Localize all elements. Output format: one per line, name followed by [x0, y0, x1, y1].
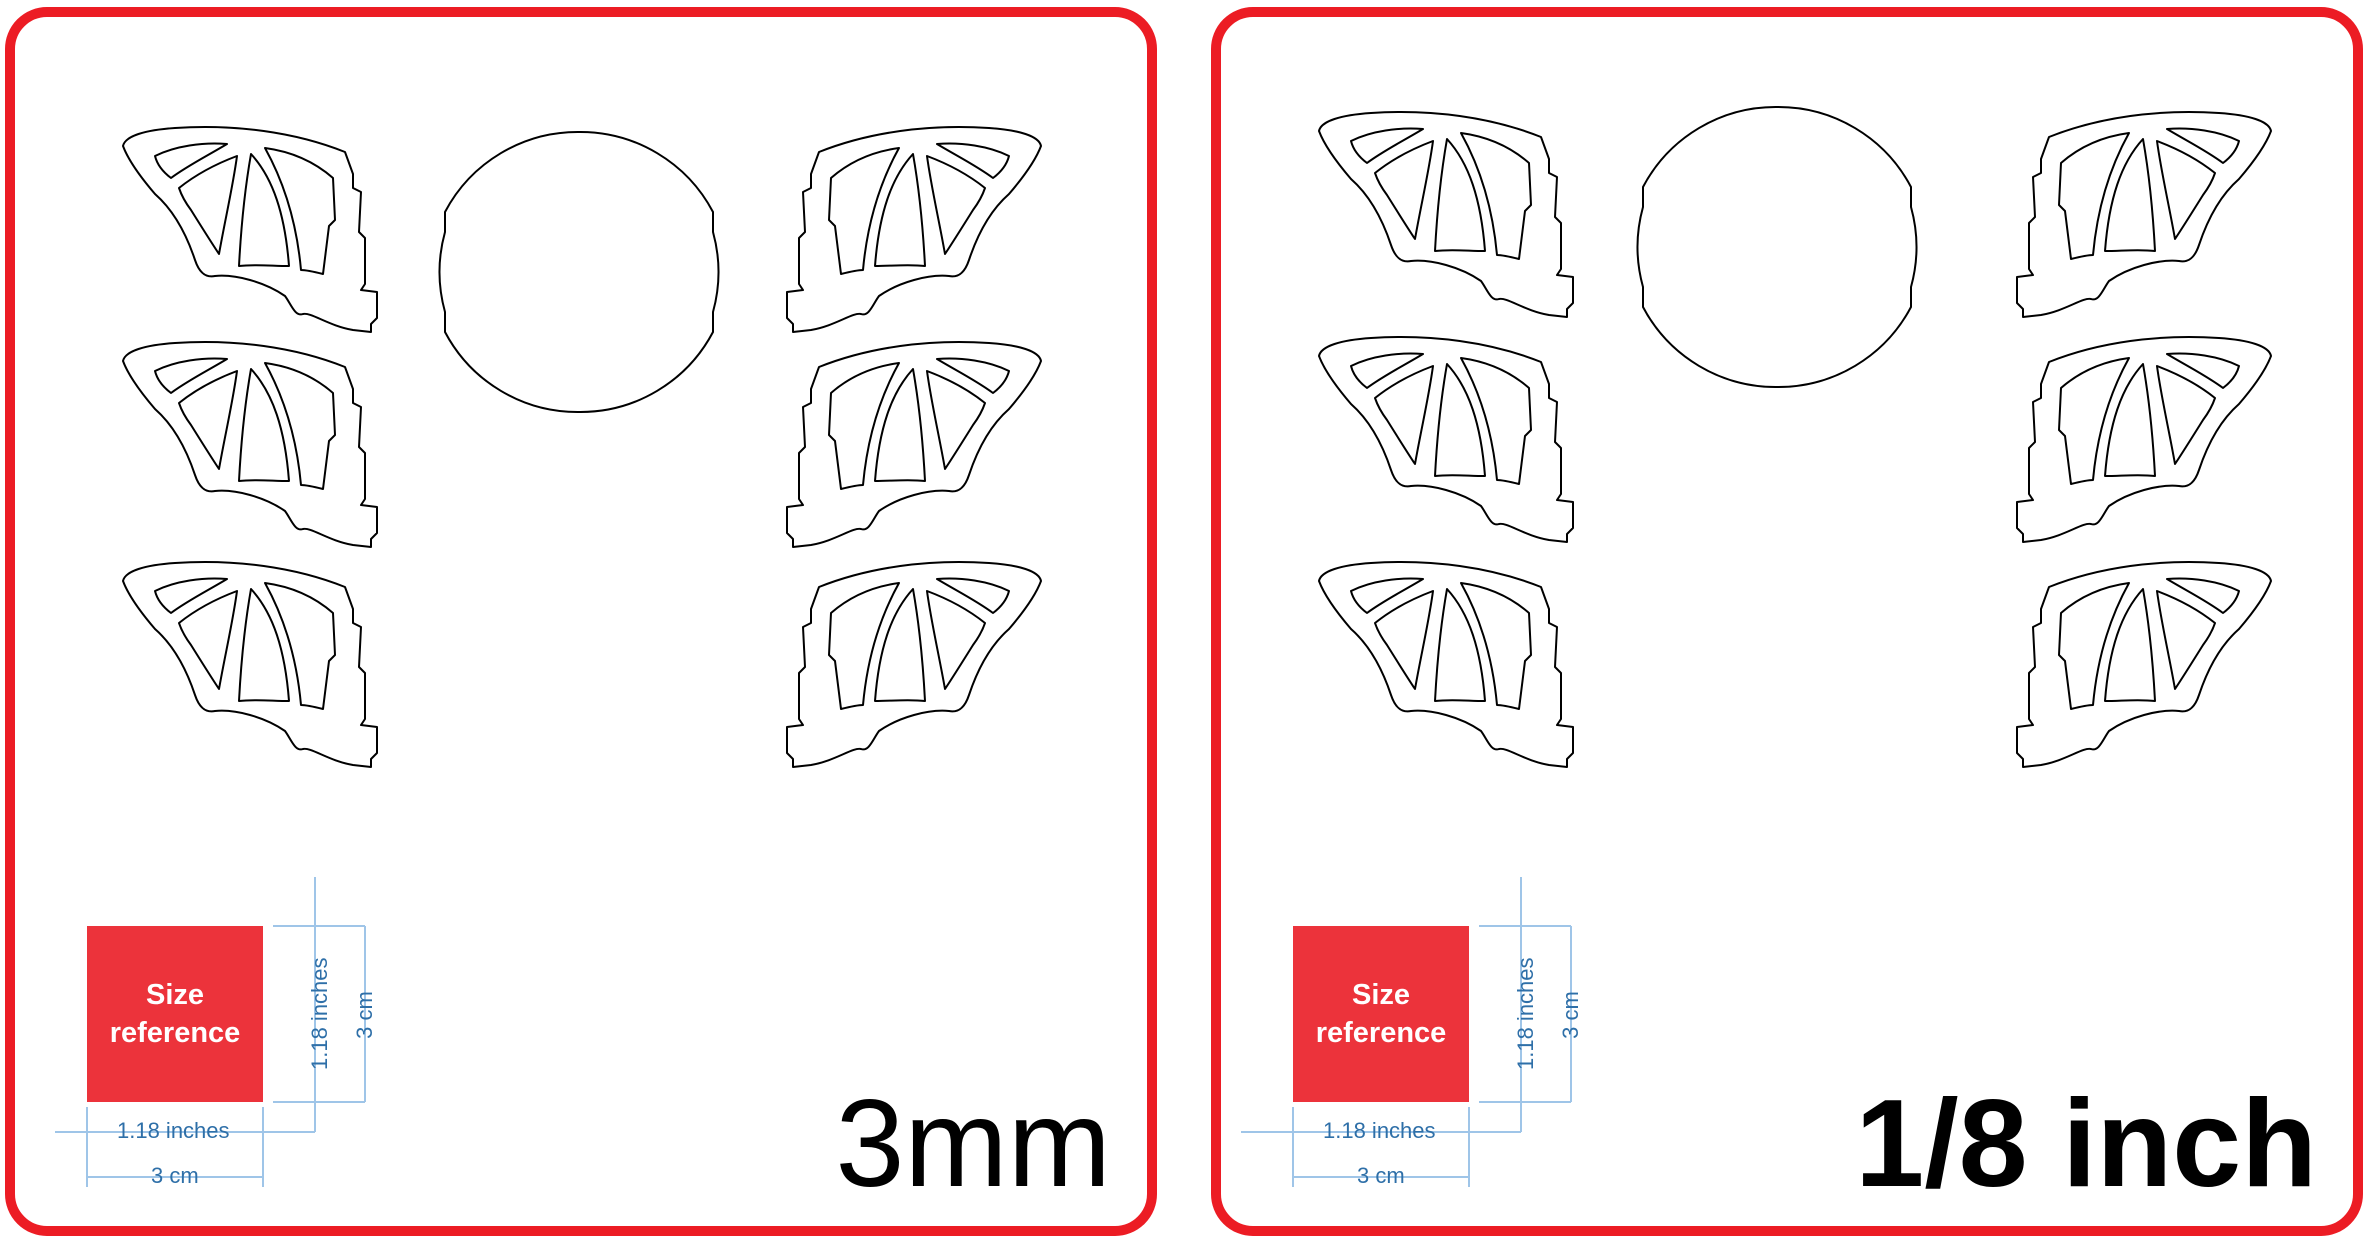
panel-1-8-inch: Size reference 1.18 inches 3 cm 1.18 inch… [1211, 7, 2363, 1236]
size-reference-label: Size reference [1315, 979, 1447, 1049]
width-inches-label: 1.18 inches [1323, 1118, 1436, 1143]
width-inches-label: 1.18 inches [117, 1118, 230, 1143]
wing-right-3 [2016, 561, 2272, 768]
wing-right-1 [2016, 111, 2272, 318]
size-reference-box: Size reference [1293, 926, 1469, 1102]
panel-3mm: Size reference 1.18 inches 3 cm 1.18 inch… [5, 7, 1157, 1236]
wing-right-2 [2016, 336, 2272, 543]
body-disc [438, 130, 720, 414]
body-disc [1636, 105, 1918, 389]
width-cm-label: 3 cm [1357, 1163, 1405, 1188]
wing-left-2 [122, 341, 378, 548]
wing-left-3 [1318, 561, 1574, 768]
wing-left-2 [1318, 336, 1574, 543]
height-cm-label: 3 cm [1558, 991, 1583, 1039]
width-cm-label: 3 cm [151, 1163, 199, 1188]
thickness-label: 3mm [835, 1075, 1111, 1213]
size-reference-label: Size reference [109, 979, 241, 1049]
wing-right-2 [786, 341, 1042, 548]
height-inches-label: 1.18 inches [1513, 957, 1538, 1070]
wing-left-1 [1318, 111, 1574, 318]
height-inches-label: 1.18 inches [307, 957, 332, 1070]
wing-left-1 [122, 126, 378, 333]
wing-right-3 [786, 561, 1042, 768]
size-reference-box: Size reference [87, 926, 263, 1102]
height-cm-label: 3 cm [352, 991, 377, 1039]
wing-right-1 [786, 126, 1042, 333]
thickness-label: 1/8 inch [1855, 1075, 2317, 1213]
wing-left-3 [122, 561, 378, 768]
